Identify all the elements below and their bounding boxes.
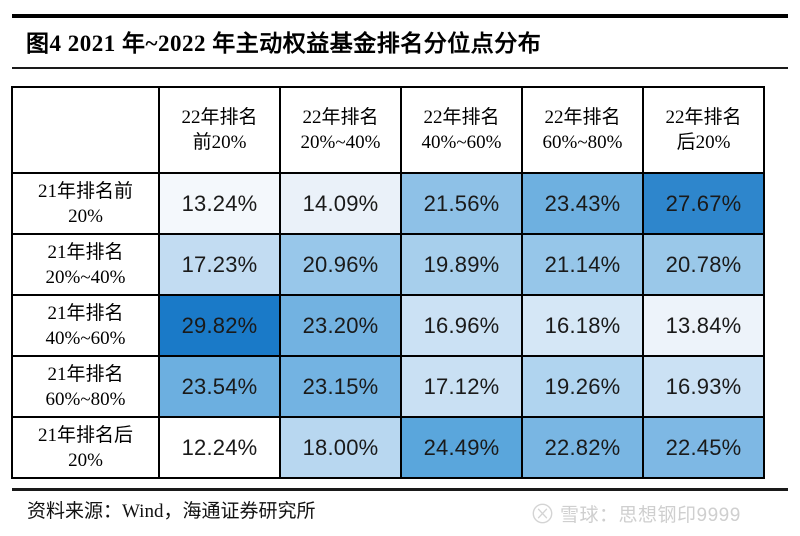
table-corner-cell xyxy=(11,86,160,174)
header-row: 22年排名 前20% 22年排名 20%~40% 22年排名 40%~60% 2… xyxy=(11,86,765,174)
column-header-2: 22年排名 20%~40% xyxy=(279,86,402,174)
row-header-4: 21年排名 60%~80% xyxy=(11,355,160,418)
cell-r3c5: 13.84% xyxy=(642,294,765,357)
cell-r4c5: 16.93% xyxy=(642,355,765,418)
row-header-1: 21年排名前 20% xyxy=(11,172,160,235)
cell-r5c4: 22.82% xyxy=(521,416,644,479)
watermark: 雪球：思想钢印9999 xyxy=(532,500,741,526)
watermark-text: 雪球：思想钢印9999 xyxy=(560,504,741,526)
column-header-5-line2: 后20% xyxy=(676,132,731,153)
row-header-3-line2: 40%~60% xyxy=(45,327,126,349)
xueqiu-circle-x-icon xyxy=(532,503,553,523)
column-header-2-line1: 22年排名 xyxy=(302,107,379,128)
column-header-3: 22年排名 40%~60% xyxy=(400,86,523,174)
column-header-3-line2: 40%~60% xyxy=(421,132,502,153)
row-header-2: 21年排名 20%~40% xyxy=(11,233,160,296)
ranking-percentile-matrix: 22年排名 前20% 22年排名 20%~40% 22年排名 40%~60% 2… xyxy=(11,86,765,479)
cell-r4c1: 23.54% xyxy=(158,355,281,418)
cell-r2c2: 20.96% xyxy=(279,233,402,296)
cell-r2c1: 17.23% xyxy=(158,233,281,296)
cell-r5c2: 18.00% xyxy=(279,416,402,479)
column-header-4: 22年排名 60%~80% xyxy=(521,86,644,174)
row-header-5-line2: 20% xyxy=(68,449,103,471)
cell-r1c3: 21.56% xyxy=(400,172,523,235)
column-header-3-line1: 22年排名 xyxy=(423,107,500,128)
row-header-1-line1: 21年排名前 xyxy=(37,180,133,202)
cell-r4c4: 19.26% xyxy=(521,355,644,418)
table-row: 21年排名 20%~40% 17.23% 20.96% 19.89% 21.14… xyxy=(11,233,765,296)
column-header-1-line2: 前20% xyxy=(192,132,247,153)
table-row: 21年排名 60%~80% 23.54% 23.15% 17.12% 19.26… xyxy=(11,355,765,418)
cell-r1c2: 14.09% xyxy=(279,172,402,235)
table-body: 21年排名前 20% 13.24% 14.09% 21.56% 23.43% 2… xyxy=(11,172,765,479)
row-header-5-line1: 21年排名后 xyxy=(37,424,133,446)
source-note: 资料来源：Wind，海通证券研究所 xyxy=(27,501,316,522)
title-bottom-rule xyxy=(12,67,788,69)
title-top-rule xyxy=(12,14,788,18)
cell-r3c3: 16.96% xyxy=(400,294,523,357)
row-header-4-line1: 21年排名 xyxy=(47,363,124,385)
row-header-1-line2: 20% xyxy=(68,205,103,227)
cell-r5c1: 12.24% xyxy=(158,416,281,479)
footer-rule xyxy=(12,488,788,491)
column-header-4-line2: 60%~80% xyxy=(542,132,623,153)
cell-r3c1: 29.82% xyxy=(158,294,281,357)
cell-r1c1: 13.24% xyxy=(158,172,281,235)
row-header-3: 21年排名 40%~60% xyxy=(11,294,160,357)
table-row: 21年排名后 20% 12.24% 18.00% 24.49% 22.82% 2… xyxy=(11,416,765,479)
cell-r2c3: 19.89% xyxy=(400,233,523,296)
cell-r1c5: 27.67% xyxy=(642,172,765,235)
row-header-5: 21年排名后 20% xyxy=(11,416,160,479)
figure-title: 图4 2021 年~2022 年主动权益基金排名分位点分布 xyxy=(26,31,542,56)
matrix-table-wrapper: 22年排名 前20% 22年排名 20%~40% 22年排名 40%~60% 2… xyxy=(11,86,765,479)
cell-r4c3: 17.12% xyxy=(400,355,523,418)
cell-r5c3: 24.49% xyxy=(400,416,523,479)
cell-r2c5: 20.78% xyxy=(642,233,765,296)
table-header: 22年排名 前20% 22年排名 20%~40% 22年排名 40%~60% 2… xyxy=(11,86,765,174)
row-header-4-line2: 60%~80% xyxy=(45,388,126,410)
row-header-3-line1: 21年排名 xyxy=(47,302,124,324)
cell-r1c4: 23.43% xyxy=(521,172,644,235)
cell-r4c2: 23.15% xyxy=(279,355,402,418)
cell-r2c4: 21.14% xyxy=(521,233,644,296)
column-header-5: 22年排名 后20% xyxy=(642,86,765,174)
column-header-2-line2: 20%~40% xyxy=(300,132,381,153)
cell-r5c5: 22.45% xyxy=(642,416,765,479)
table-row: 21年排名前 20% 13.24% 14.09% 21.56% 23.43% 2… xyxy=(11,172,765,235)
column-header-1: 22年排名 前20% xyxy=(158,86,281,174)
table-row: 21年排名 40%~60% 29.82% 23.20% 16.96% 16.18… xyxy=(11,294,765,357)
row-header-2-line1: 21年排名 xyxy=(47,241,124,263)
cell-r3c2: 23.20% xyxy=(279,294,402,357)
column-header-4-line1: 22年排名 xyxy=(544,107,621,128)
row-header-2-line2: 20%~40% xyxy=(45,266,126,288)
column-header-1-line1: 22年排名 xyxy=(181,107,258,128)
column-header-5-line1: 22年排名 xyxy=(665,107,742,128)
cell-r3c4: 16.18% xyxy=(521,294,644,357)
